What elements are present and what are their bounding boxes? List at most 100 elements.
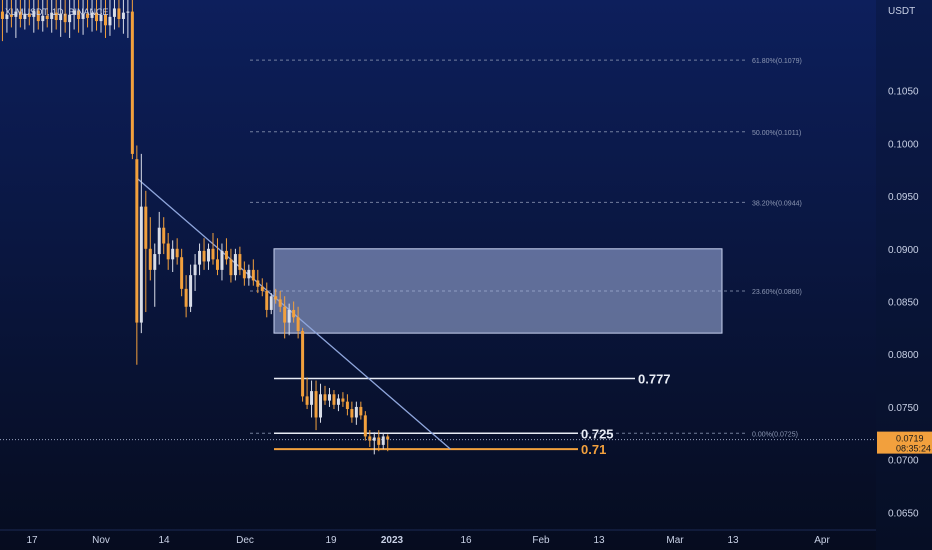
candle-body bbox=[9, 14, 13, 17]
candle bbox=[81, 0, 85, 35]
candle-body bbox=[14, 11, 18, 17]
candle-body bbox=[256, 280, 260, 287]
candle bbox=[171, 240, 175, 272]
candle-body bbox=[81, 13, 85, 19]
candle bbox=[32, 0, 36, 33]
candle bbox=[121, 0, 125, 34]
candle-body bbox=[260, 286, 264, 291]
candle-body bbox=[345, 401, 349, 410]
candle-body bbox=[368, 436, 372, 441]
candle-body bbox=[198, 250, 202, 265]
candle bbox=[341, 392, 345, 407]
candle bbox=[27, 0, 31, 26]
candle-body bbox=[247, 269, 251, 279]
x-tick-label: Mar bbox=[666, 535, 684, 546]
candle bbox=[207, 243, 211, 270]
candle-body bbox=[121, 12, 125, 19]
candle-body bbox=[5, 14, 9, 19]
level-label: 0.725 bbox=[581, 426, 614, 441]
candle bbox=[323, 385, 327, 405]
candle bbox=[278, 290, 282, 313]
candle-body bbox=[90, 12, 94, 18]
candle-body bbox=[305, 396, 309, 405]
candle bbox=[310, 380, 314, 418]
candle bbox=[180, 248, 184, 297]
candle-body bbox=[68, 14, 72, 23]
x-tick-label: Dec bbox=[236, 535, 254, 546]
candle-body bbox=[157, 227, 161, 255]
candle bbox=[193, 254, 197, 291]
candle bbox=[386, 434, 390, 452]
candle-body bbox=[50, 12, 54, 19]
candle bbox=[229, 248, 233, 283]
price-tag-value: 0.0719 bbox=[896, 434, 924, 444]
candle bbox=[9, 0, 13, 28]
candle bbox=[332, 390, 336, 410]
candle bbox=[301, 327, 305, 402]
candle-body bbox=[36, 10, 40, 22]
candle bbox=[139, 153, 143, 334]
candle bbox=[63, 0, 67, 33]
supply-zone[interactable] bbox=[273, 248, 723, 334]
y-axis-background bbox=[876, 0, 932, 550]
candle bbox=[247, 264, 251, 286]
candle bbox=[77, 0, 81, 33]
candle bbox=[153, 243, 157, 307]
candle bbox=[269, 293, 273, 315]
candle-body bbox=[215, 259, 219, 270]
x-tick-label: 19 bbox=[325, 535, 337, 546]
candle bbox=[50, 0, 54, 33]
candle bbox=[175, 238, 179, 265]
x-tick-label: 13 bbox=[727, 535, 739, 546]
candle bbox=[117, 0, 121, 28]
candle-body bbox=[144, 206, 148, 249]
candles bbox=[0, 0, 390, 455]
candle bbox=[336, 394, 340, 412]
candle-body bbox=[175, 248, 179, 258]
candle-body bbox=[211, 248, 215, 260]
candle-body bbox=[0, 11, 4, 19]
candle-body bbox=[269, 296, 273, 310]
candle bbox=[23, 0, 27, 30]
candle-body bbox=[45, 15, 49, 19]
x-tick-label: 17 bbox=[26, 535, 38, 546]
candle-body bbox=[63, 13, 67, 23]
candle-body bbox=[103, 14, 107, 26]
candle bbox=[363, 411, 367, 441]
supply-zone-rect bbox=[273, 248, 723, 334]
candle bbox=[148, 217, 152, 281]
candle bbox=[233, 248, 237, 281]
candle bbox=[220, 243, 224, 281]
candle-body bbox=[99, 14, 103, 22]
candle-body bbox=[77, 10, 81, 19]
x-axis[interactable]: 17 Nov 14 Dec 19 2023 16 Feb 13 Mar 13 Apr bbox=[0, 529, 876, 546]
candle bbox=[377, 430, 381, 452]
candle bbox=[95, 0, 99, 31]
x-tick-label: Feb bbox=[532, 535, 550, 546]
candle bbox=[372, 432, 376, 455]
candle-body bbox=[108, 16, 112, 26]
fib-label: 50.00%(0.1011) bbox=[752, 130, 801, 137]
candle-body bbox=[372, 437, 376, 441]
candle-body bbox=[126, 11, 130, 13]
x-tick-label: 2023 bbox=[381, 535, 404, 546]
currency-label: USDT bbox=[888, 6, 915, 17]
y-tick-label: 0.1000 bbox=[888, 139, 919, 150]
fib-label: 23.60%(0.0860) bbox=[752, 289, 802, 296]
candle-body bbox=[32, 10, 36, 17]
y-tick-label: 0.1050 bbox=[888, 87, 919, 98]
candle bbox=[242, 261, 246, 286]
candle-body bbox=[251, 269, 255, 281]
candle bbox=[265, 282, 269, 318]
candle-body bbox=[72, 10, 76, 15]
y-axis[interactable]: 0.1050 0.1000 0.0950 0.0900 0.0850 0.0800 0.07… bbox=[876, 0, 932, 550]
candle bbox=[260, 278, 264, 297]
candle bbox=[296, 306, 300, 339]
candle-body bbox=[327, 394, 331, 401]
candle-body bbox=[314, 391, 318, 418]
candle bbox=[274, 288, 278, 304]
candle-body bbox=[193, 264, 197, 276]
